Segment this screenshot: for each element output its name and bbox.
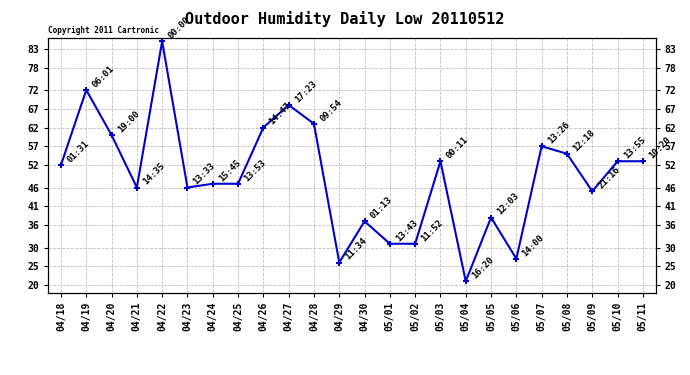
- Text: 00:00: 00:00: [166, 15, 192, 40]
- Text: 16:20: 16:20: [470, 255, 495, 280]
- Text: 21:16: 21:16: [596, 165, 622, 190]
- Text: 13:43: 13:43: [394, 217, 420, 243]
- Text: Copyright 2011 Cartronic: Copyright 2011 Cartronic: [48, 26, 159, 35]
- Text: 11:52: 11:52: [420, 217, 444, 243]
- Text: 01:13: 01:13: [368, 195, 394, 220]
- Text: 13:33: 13:33: [192, 161, 217, 187]
- Text: 17:23: 17:23: [293, 79, 318, 104]
- Text: 13:26: 13:26: [546, 120, 571, 146]
- Text: 12:03: 12:03: [495, 191, 520, 217]
- Text: 13:55: 13:55: [622, 135, 647, 160]
- Text: 06:01: 06:01: [90, 64, 116, 89]
- Text: 19:00: 19:00: [116, 109, 141, 134]
- Text: 09:54: 09:54: [318, 98, 344, 123]
- Text: 11:34: 11:34: [344, 236, 368, 262]
- Text: 14:00: 14:00: [520, 232, 546, 258]
- Text: 10:20: 10:20: [647, 135, 672, 160]
- Text: 00:11: 00:11: [444, 135, 470, 160]
- Text: 13:53: 13:53: [242, 158, 268, 183]
- Text: 14:35: 14:35: [141, 161, 166, 187]
- Text: 15:45: 15:45: [217, 158, 242, 183]
- Text: 12:18: 12:18: [571, 128, 596, 153]
- Text: 01:31: 01:31: [65, 139, 90, 164]
- Text: Outdoor Humidity Daily Low 20110512: Outdoor Humidity Daily Low 20110512: [186, 11, 504, 27]
- Text: 14:47: 14:47: [268, 101, 293, 127]
